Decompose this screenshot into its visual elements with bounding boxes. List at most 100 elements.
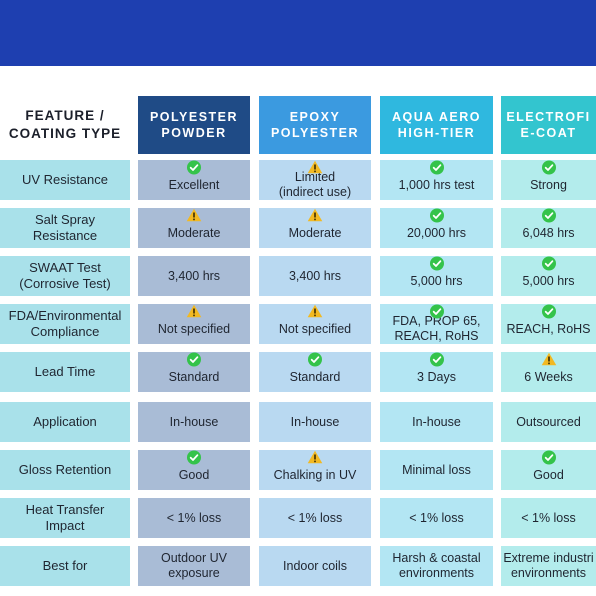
cell-text-line: REACH, RoHS [394,329,479,343]
cell-text-line: Standard [168,369,220,384]
cell-text: Strong [530,178,567,193]
table-cell: Good [501,450,596,490]
feature-label: FDA/Environmental [8,308,122,323]
feature-label-cell: FDA/Environmental Compliance [0,304,130,344]
cell-text: Limited (indirect use) [279,170,351,200]
warning-icon [186,304,202,322]
table-cell: FDA, PROP 65, REACH, RoHS [380,304,493,344]
column-header-line2: HIGH-TIER [397,126,476,140]
cell-text-line: < 1% loss [287,510,343,525]
table-cell: < 1% loss [259,498,371,538]
table-cell: < 1% loss [380,498,493,538]
cell-text-line: Outdoor UV [160,551,227,565]
cell-text-line: < 1% loss [521,510,576,525]
cell-text: Not specified [158,322,230,337]
cell-text-line: Excellent [168,177,220,192]
warning-icon [307,160,323,178]
table-cell: Standard [259,352,371,392]
table-cell: 6 Weeks [501,352,596,392]
column-header-4: ELECTROFI E-COAT [501,96,596,154]
check-icon [541,450,556,469]
feature-label: Impact [45,518,85,533]
cell-text: 5,000 hrs [410,274,462,289]
feature-label: Application [33,414,97,429]
check-icon [429,352,444,371]
check-icon [429,208,444,227]
table-cell: Moderate [259,208,371,248]
cell-text-line: 5,000 hrs [410,273,463,288]
cell-text: REACH, RoHS [506,322,590,337]
cell-text-line: In-house [169,414,219,429]
cell-text: < 1% loss [167,511,222,526]
cell-text-line: 1,000 hrs test [398,177,475,192]
table-cell: Harsh & coastal environments [380,546,493,586]
table-cell: Excellent [138,160,250,200]
table-cell: Standard [138,352,250,392]
table-cell: 3,400 hrs [138,256,250,296]
check-icon [187,352,202,371]
table-cell: In-house [380,402,493,442]
cell-text-line: Standard [289,369,341,384]
cell-text: Good [179,468,210,483]
table-cell: Moderate [138,208,250,248]
table-cell: 1,000 hrs test [380,160,493,200]
table-cell: 6,048 hrs [501,208,596,248]
table-cell: In-house [138,402,250,442]
check-icon [541,160,556,179]
cell-text-line: exposure [168,566,220,580]
cell-text: Minimal loss [402,463,471,478]
cell-text-line: 3,400 hrs [167,268,221,283]
cell-text: 20,000 hrs [407,226,466,241]
feature-header-line2: COATING TYPE [8,126,122,141]
table-cell: 5,000 hrs [501,256,596,296]
feature-label-cell: Best for [0,546,130,586]
warning-icon [307,304,323,322]
cell-text-line: Not specified [278,321,352,336]
cell-text: Harsh & coastal environments [392,551,480,581]
cell-text: 5,000 hrs [522,274,574,289]
cell-text: < 1% loss [288,511,343,526]
column-header-line2: POLYESTER [270,126,360,140]
feature-header-line1: FEATURE / [25,108,105,123]
feature-label: Heat Transfer [25,502,105,517]
cell-text-line: (indirect use) [278,185,352,199]
cell-text: 6 Weeks [524,370,572,385]
cell-text-line: FDA, PROP 65, [392,314,481,328]
cell-text: 1,000 hrs test [399,178,475,193]
cell-text: 3,400 hrs [289,269,341,284]
table-cell: Minimal loss [380,450,493,490]
cell-text-line: Strong [530,177,567,192]
cell-text-line: In-house [290,414,340,429]
cell-text: FDA, PROP 65, REACH, RoHS [393,314,481,344]
feature-label-cell: SWAAT Test (Corrosive Test) [0,256,130,296]
cell-text: Outsourced [516,415,581,430]
cell-text-line: environments [398,566,475,580]
check-icon [308,352,323,371]
column-header-3: AQUA AERO HIGH-TIER [380,96,493,154]
cell-text: In-house [170,415,219,430]
column-header-line1: AQUA AERO [392,110,481,124]
feature-label-cell: UV Resistance [0,160,130,200]
cell-text: In-house [412,415,461,430]
cell-text-line: REACH, RoHS [506,321,591,336]
column-header-line2: POWDER [161,126,227,140]
cell-text: 6,048 hrs [522,226,574,241]
cell-text: Moderate [168,226,221,241]
cell-text: Extreme industri environments [503,551,593,581]
cell-text: Standard [290,370,341,385]
warning-icon [307,208,323,226]
table-cell: Extreme industri environments [501,546,596,586]
cell-text-line: Harsh & coastal [392,551,481,565]
column-header-line1: POLYESTER [149,110,239,124]
column-header-line2: E-COAT [520,126,577,140]
cell-text-line: Chalking in UV [273,467,357,482]
cell-text: Excellent [169,178,220,193]
check-icon [429,256,444,275]
cell-text: < 1% loss [521,511,576,526]
cell-text: Good [533,468,564,483]
column-header-line1: ELECTROFI [506,110,591,124]
feature-column-header: FEATURE / COATING TYPE [0,96,130,154]
cell-text-line: 6,048 hrs [522,225,575,240]
cell-text-line: Not specified [157,321,231,336]
feature-label: Best for [42,558,88,573]
